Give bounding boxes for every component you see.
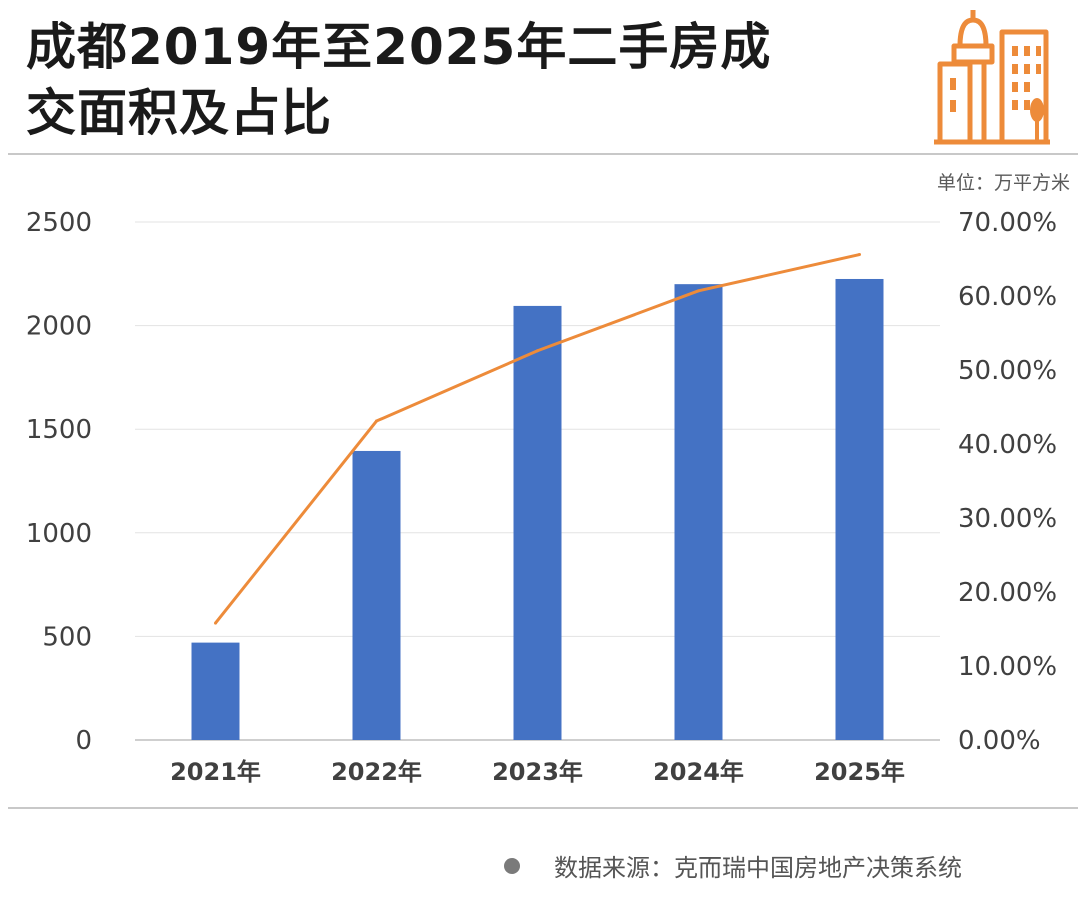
- bar-2025年: [835, 278, 884, 740]
- title-line-1: 成都2019年至2025年二手房成: [26, 18, 772, 76]
- left-tick-label: 1000: [26, 519, 92, 549]
- right-tick-label: 20.00%: [958, 578, 1057, 608]
- bar-2021年: [191, 642, 240, 740]
- right-tick-label: 30.00%: [958, 504, 1057, 534]
- right-tick-label: 10.00%: [958, 652, 1057, 682]
- bar-series: [191, 278, 884, 740]
- line-series: [214, 253, 861, 625]
- bar-2022年: [352, 450, 401, 740]
- right-tick-label: 40.00%: [958, 430, 1057, 460]
- x-axis-labels: 2021年 2022年 2023年 2024年 2025年: [170, 758, 905, 786]
- line-point-2024年: [697, 289, 700, 293]
- x-tick-label: 2023年: [492, 758, 583, 786]
- title-line-2: 交面积及占比: [26, 84, 332, 142]
- right-tick-label: 0.00%: [958, 726, 1041, 756]
- left-axis-ticks: 0 500 1000 1500 2000 2500: [26, 208, 92, 756]
- unit-label: 单位：万平方米: [936, 172, 1070, 194]
- left-tick-label: 1500: [26, 415, 92, 445]
- bar-2023年: [513, 305, 562, 740]
- footer-divider: [8, 807, 1078, 809]
- left-tick-label: 2500: [26, 208, 92, 238]
- bullet-dot: [504, 857, 520, 874]
- left-tick-label: 2000: [26, 312, 92, 342]
- source-note: 数据来源：克而瑞中国房地产决策系统: [504, 848, 962, 883]
- left-tick-label: 0: [75, 726, 92, 756]
- right-tick-label: 70.00%: [958, 208, 1057, 238]
- bar-2024年: [674, 284, 723, 740]
- header-divider: [8, 153, 1078, 155]
- line-point-2023年: [536, 349, 539, 353]
- line-point-2022年: [375, 419, 378, 423]
- right-tick-label: 50.00%: [958, 356, 1057, 386]
- x-tick-label: 2025年: [814, 758, 905, 786]
- right-tick-label: 60.00%: [958, 282, 1057, 312]
- line-point-2025年: [858, 253, 861, 257]
- x-tick-label: 2021年: [170, 758, 261, 786]
- source-text: 数据来源：克而瑞中国房地产决策系统: [554, 854, 962, 882]
- x-tick-label: 2024年: [653, 758, 744, 786]
- line-point-2021年: [214, 621, 217, 625]
- x-tick-label: 2022年: [331, 758, 422, 786]
- right-axis-ticks: 0.00% 10.00% 20.00% 30.00% 40.00% 50.00% 60.00…: [958, 208, 1057, 756]
- city-buildings-icon: [934, 10, 1050, 145]
- chart-title: 成都2019年至2025年二手房成 交面积及占比: [26, 14, 906, 146]
- left-tick-label: 500: [42, 622, 92, 652]
